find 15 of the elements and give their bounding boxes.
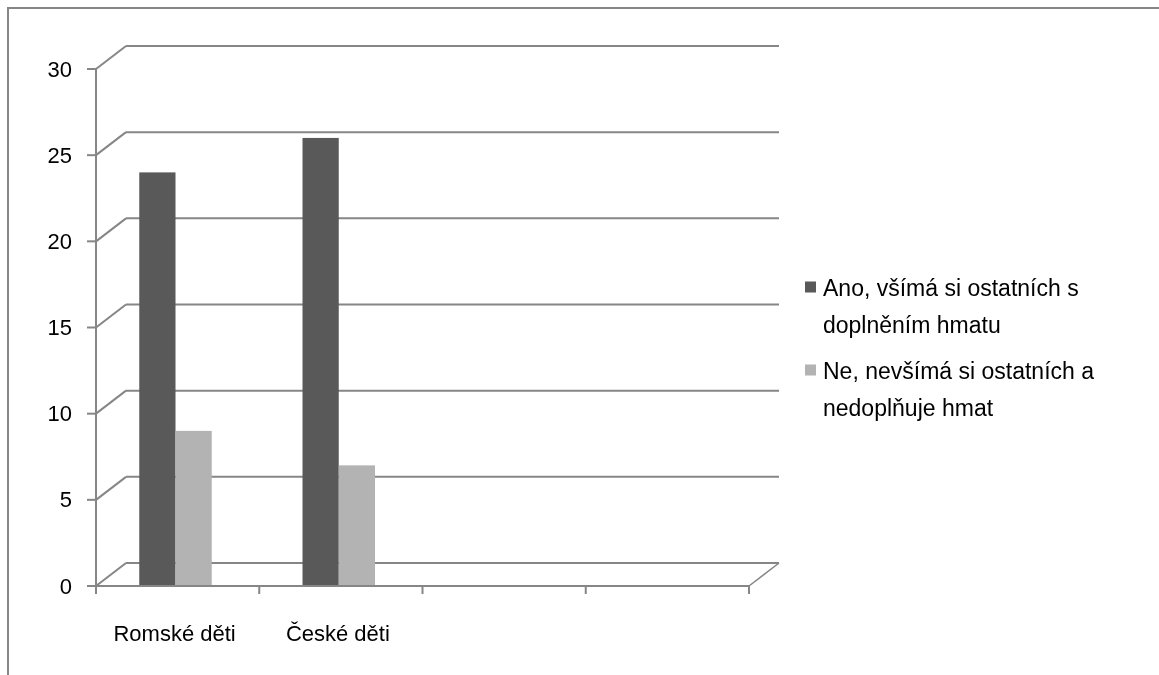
x-tick-label: České děti xyxy=(285,620,390,646)
bar xyxy=(338,465,375,586)
bar xyxy=(175,430,212,586)
y-tick-label: 15 xyxy=(47,315,72,340)
y-tick-label: 5 xyxy=(59,487,72,513)
y-tick-label: 30 xyxy=(47,56,72,82)
legend-label: Ano, všímá si ostatních s doplněním hmatu xyxy=(823,274,1079,338)
y-tick-label: 10 xyxy=(47,401,72,427)
legend-label: Ne, nevšímá si ostatních a nedoplňuje hmat xyxy=(823,357,1095,421)
y-tick-label: 0 xyxy=(59,573,72,599)
y-tick-label: 25 xyxy=(47,142,72,168)
y-tick-label: 20 xyxy=(47,228,72,254)
x-tick-label: Romské děti xyxy=(113,620,236,646)
bar xyxy=(302,137,339,586)
bar xyxy=(139,172,176,586)
